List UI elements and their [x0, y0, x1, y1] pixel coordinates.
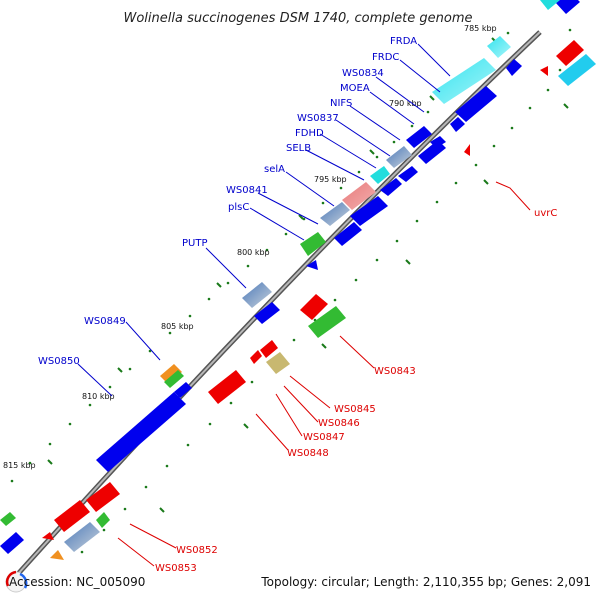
gene-forward[interactable]: [0, 512, 16, 526]
gene-reverse[interactable]: [558, 54, 596, 86]
gene-frdc[interactable]: [432, 58, 496, 104]
gene-label: FRDA: [390, 36, 417, 47]
gene-reverse[interactable]: [96, 512, 110, 528]
gene-ws0849-2[interactable]: [254, 302, 280, 324]
gene-label: WS0841: [226, 185, 268, 196]
genome-map-icon: [5, 570, 28, 593]
gene-ws0852-2[interactable]: [64, 522, 100, 552]
gene-ws0853-2[interactable]: [86, 482, 120, 512]
gene-sela-2[interactable]: [380, 178, 402, 196]
gene-putp-2[interactable]: [306, 260, 318, 270]
gene-ws0852[interactable]: [54, 500, 90, 532]
gene-label: WS0845: [334, 404, 376, 415]
gene-putp[interactable]: [300, 232, 326, 256]
gene-label: WS0850: [38, 356, 80, 367]
gene-label: WS0834: [342, 68, 384, 79]
gene-label: PUTP: [182, 238, 208, 249]
gene-selb-2[interactable]: [398, 166, 418, 182]
gene-moea[interactable]: [455, 86, 497, 122]
gene-label: WS0849: [84, 316, 126, 327]
gene-ws0847[interactable]: [266, 352, 290, 374]
gene-label: WS0847: [303, 432, 345, 443]
gene-label: plsC: [228, 202, 249, 213]
tick-dots: [10, 28, 572, 554]
gene-selb[interactable]: [386, 146, 412, 168]
gene-uvrc[interactable]: [464, 144, 470, 156]
gene-label: uvrC: [534, 208, 557, 219]
tick-label: 790 kbp: [389, 99, 422, 108]
gene-ws0848[interactable]: [208, 370, 246, 404]
gene-nifs[interactable]: [450, 117, 465, 132]
gene-label: WS0837: [297, 113, 339, 124]
gene-forward-short[interactable]: [174, 382, 192, 398]
gene-label: MOEA: [340, 83, 370, 94]
gene-ws0843[interactable]: [300, 294, 328, 320]
gene-ws0837[interactable]: [406, 126, 432, 148]
gene-reverse[interactable]: [556, 40, 584, 66]
gene-ws0846[interactable]: [250, 350, 262, 364]
tick-label: 810 kbp: [82, 392, 115, 401]
forward-gene-labels: FRDA FRDC WS0834 MOEA NIFS WS0837 FDHD S…: [38, 36, 417, 367]
gene-label: WS0853: [155, 563, 197, 574]
gene-reverse[interactable]: [50, 550, 64, 560]
gene-forward[interactable]: [540, 0, 560, 10]
tick-label: 815 kbp: [3, 461, 36, 470]
gene-frda[interactable]: [487, 36, 511, 58]
genome-summary-text: Topology: circular; Length: 2,110,355 bp…: [260, 575, 591, 589]
gene-ws0841-2[interactable]: [350, 196, 388, 226]
tick-marks: [47, 37, 569, 513]
gene-plsc-2[interactable]: [334, 222, 362, 246]
gene-forward-long[interactable]: [96, 392, 186, 472]
gene-reverse[interactable]: [540, 66, 548, 76]
gene-label: FRDC: [372, 52, 399, 63]
tick-label: 795 kbp: [314, 175, 347, 184]
reverse-gene-labels: uvrC WS0843 WS0845 WS0846 WS0847 WS0848 …: [155, 208, 557, 574]
gene-label: WS0848: [287, 448, 329, 459]
gene-ws0834[interactable]: [506, 59, 522, 76]
gene-label: WS0843: [374, 366, 416, 377]
gene-plsc[interactable]: [320, 202, 350, 226]
tick-label: 785 kbp: [464, 24, 497, 33]
gene-label: WS0852: [176, 545, 218, 556]
tick-labels: 785 kbp 790 kbp 795 kbp 800 kbp 805 kbp …: [3, 24, 497, 470]
gene-ws0845[interactable]: [260, 340, 278, 358]
forward-genes: [0, 0, 580, 554]
gene-label: WS0846: [318, 418, 360, 429]
map-title: Wolinella succinogenes DSM 1740, complet…: [123, 11, 472, 26]
tick-label: 805 kbp: [161, 322, 194, 331]
accession-text: Accession: NC_005090: [9, 575, 145, 589]
gene-sela[interactable]: [370, 166, 390, 184]
gene-forward[interactable]: [555, 0, 580, 14]
gene-fdhd-2[interactable]: [430, 136, 446, 148]
gene-ws0849[interactable]: [242, 282, 272, 308]
gene-ws0843-2[interactable]: [308, 306, 346, 338]
gene-ws0850[interactable]: [160, 364, 182, 384]
gene-label: selA: [264, 164, 285, 175]
reverse-genes: [42, 40, 596, 560]
gene-forward[interactable]: [0, 532, 24, 554]
reverse-leader-lines: [117, 181, 531, 567]
gene-label: FDHD: [295, 128, 324, 139]
gene-ws0841[interactable]: [342, 182, 376, 210]
gene-label: NIFS: [330, 98, 352, 109]
gene-label: SELB: [286, 143, 311, 154]
gene-ws0853[interactable]: [42, 532, 54, 540]
tick-label: 800 kbp: [237, 248, 270, 257]
gene-ws0850-2[interactable]: [164, 370, 184, 388]
forward-leader-lines: [77, 43, 451, 397]
